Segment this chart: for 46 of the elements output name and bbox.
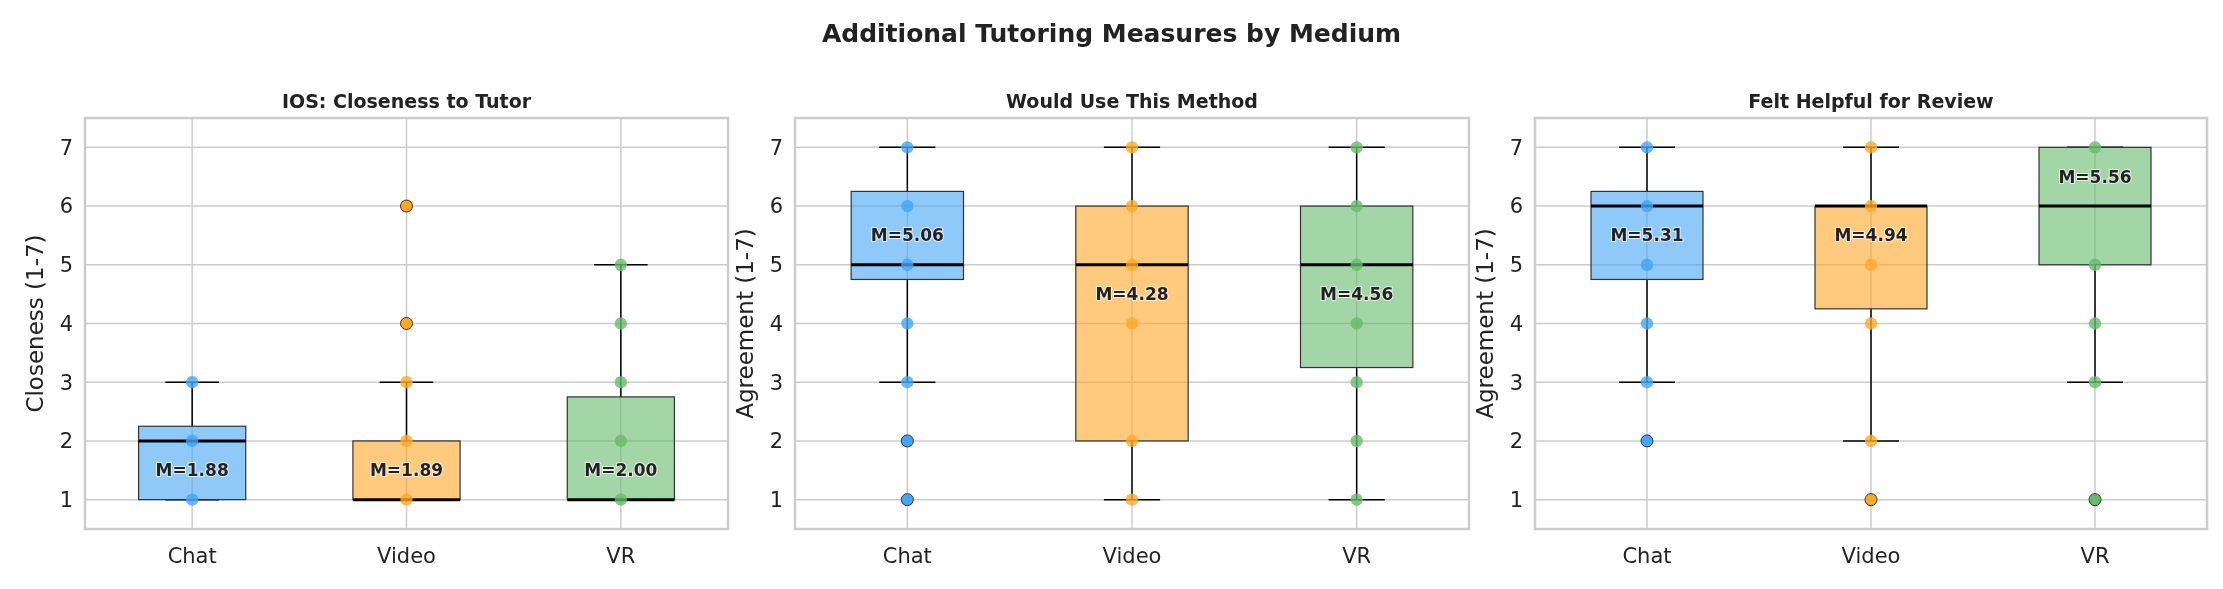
annotation: M=5.31 bbox=[1610, 225, 1684, 246]
x-tick-label: VR bbox=[1342, 544, 1372, 568]
y-tick-label: 7 bbox=[769, 135, 783, 160]
y-tick-label: 4 bbox=[769, 311, 783, 336]
x-tick-label: Video bbox=[1102, 544, 1162, 568]
y-tick-label: 1 bbox=[1509, 487, 1523, 512]
x-tick-label: Video bbox=[377, 544, 436, 568]
y-tick-label: 3 bbox=[769, 370, 783, 395]
annotation: M=5.06 bbox=[870, 225, 944, 246]
chart-title: IOS: Closeness to Tutor bbox=[281, 90, 532, 112]
x-tick-label: VR bbox=[2080, 544, 2110, 568]
y-tick-label: 5 bbox=[769, 253, 783, 278]
annotation: M=2.00 bbox=[584, 460, 658, 481]
annotation: M=4.28 bbox=[1095, 284, 1169, 305]
chart-title: Felt Helpful for Review bbox=[1748, 90, 1994, 112]
y-tick-label: 6 bbox=[59, 194, 73, 219]
annotation: M=5.56 bbox=[2058, 166, 2132, 187]
y-axis-title: Closeness (1-7) bbox=[22, 234, 48, 413]
text: Additional Tutoring Measures by Medium bbox=[821, 19, 1402, 48]
x-tick-label: Chat bbox=[1622, 544, 1672, 568]
annotation: M=4.56 bbox=[1320, 284, 1394, 305]
chart-title: Would Use This Method bbox=[1006, 90, 1258, 112]
y-tick-label: 1 bbox=[769, 487, 783, 512]
y-axis-title: Agreement (1-7) bbox=[1472, 228, 1498, 419]
y-tick-label: 6 bbox=[1509, 194, 1523, 219]
y-tick-label: 2 bbox=[59, 429, 73, 454]
y-tick-label: 2 bbox=[769, 429, 783, 454]
y-axis-title: Agreement (1-7) bbox=[732, 228, 758, 419]
x-tick-label: VR bbox=[606, 544, 636, 568]
y-tick-label: 6 bbox=[769, 194, 783, 219]
annotation: M=1.89 bbox=[369, 460, 444, 481]
y-tick-label: 7 bbox=[59, 135, 73, 160]
y-tick-label: 3 bbox=[59, 370, 73, 395]
y-tick-label: 2 bbox=[1509, 429, 1523, 454]
y-tick-label: 4 bbox=[1509, 311, 1523, 336]
y-tick-label: 3 bbox=[1509, 370, 1523, 395]
y-tick-label: 7 bbox=[1509, 135, 1523, 160]
x-tick-label: Chat bbox=[167, 544, 217, 568]
y-tick-label: 4 bbox=[59, 311, 73, 336]
x-tick-label: Video bbox=[1841, 544, 1901, 568]
x-tick-label: Chat bbox=[882, 544, 932, 568]
y-tick-label: 5 bbox=[1509, 253, 1523, 278]
annotation: M=4.94 bbox=[1834, 225, 1908, 246]
y-tick-label: 5 bbox=[59, 253, 73, 278]
y-tick-label: 1 bbox=[59, 487, 73, 512]
annotation: M=1.88 bbox=[155, 460, 229, 481]
